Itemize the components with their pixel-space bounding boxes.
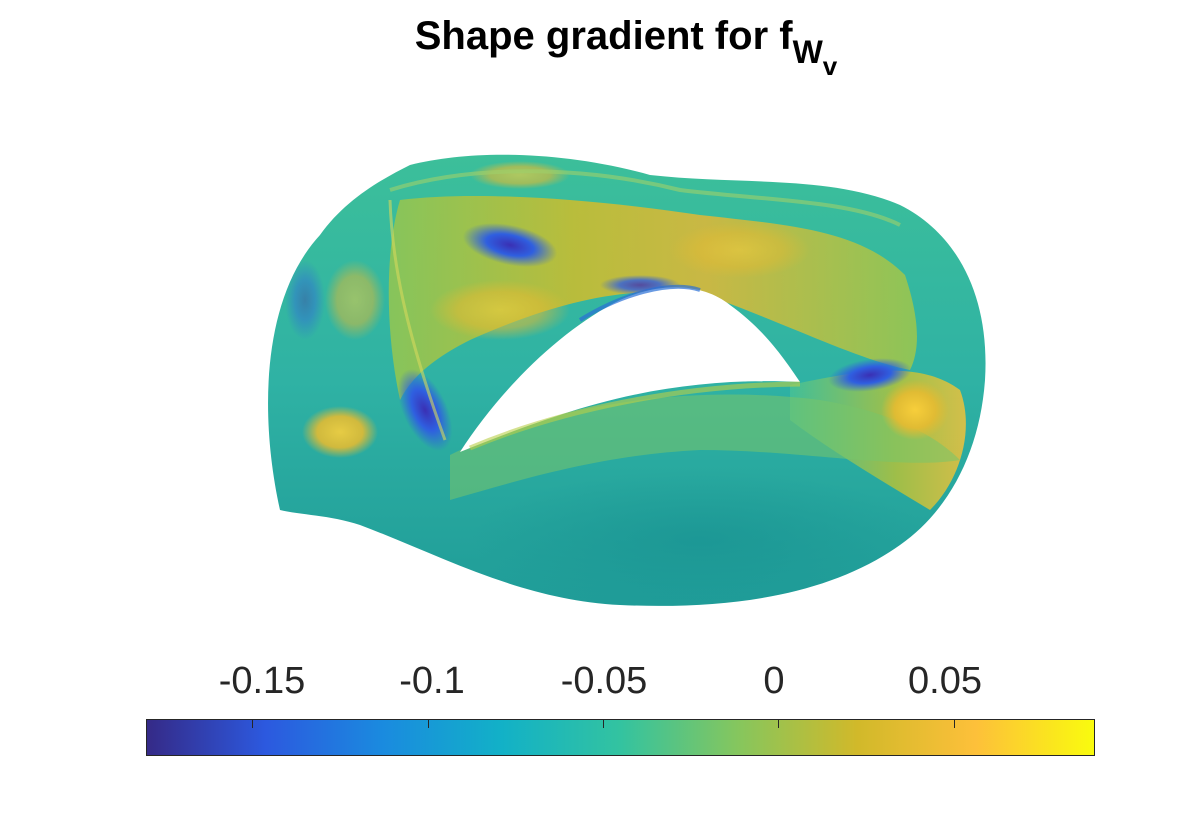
colorbar-tick-label: 0 <box>763 660 785 702</box>
colorbar-tick-label: -0.1 <box>399 660 465 702</box>
surface-right-warm <box>881 380 949 440</box>
chart-title-subscript: W <box>792 34 823 70</box>
colorbar-tick-label: 0.05 <box>908 660 982 702</box>
surface-blue-spot-1 <box>462 223 558 267</box>
chart-title: Shape gradient for fWv <box>0 14 1196 81</box>
colorbar-tick-label: -0.05 <box>560 660 648 702</box>
colorbar-tick <box>427 720 429 728</box>
surface-blue-spot-2 <box>397 369 453 451</box>
surface-hole-rim-lower <box>469 381 801 451</box>
surface-mid-warm <box>430 280 570 340</box>
surface-blue-spot-3 <box>828 358 912 392</box>
colorbar-tick-label: -0.15 <box>218 660 306 702</box>
colorbar-tick <box>778 720 780 728</box>
colorbar-tick <box>602 720 604 728</box>
surface-hole-rim <box>578 284 701 322</box>
surface-left-warm-2 <box>325 260 385 340</box>
colorbar-tick <box>953 720 955 728</box>
colorbar <box>146 719 1095 756</box>
chart-title-main: Shape gradient for f <box>414 14 793 58</box>
chart-title-subsubscript: v <box>822 51 838 81</box>
surface-lower-shade <box>470 470 930 606</box>
colorbar-tick <box>252 720 254 728</box>
surface-plot <box>268 154 986 606</box>
surface-inner-warm <box>670 222 810 278</box>
surface-left-warm-1 <box>302 406 378 458</box>
surface-top-warm <box>470 161 570 189</box>
surface-hole <box>460 287 800 452</box>
surface-ridge <box>389 169 901 227</box>
surface-blue-spot-5 <box>285 260 325 340</box>
surface-twist <box>388 199 447 441</box>
surface-front-band <box>450 394 960 500</box>
